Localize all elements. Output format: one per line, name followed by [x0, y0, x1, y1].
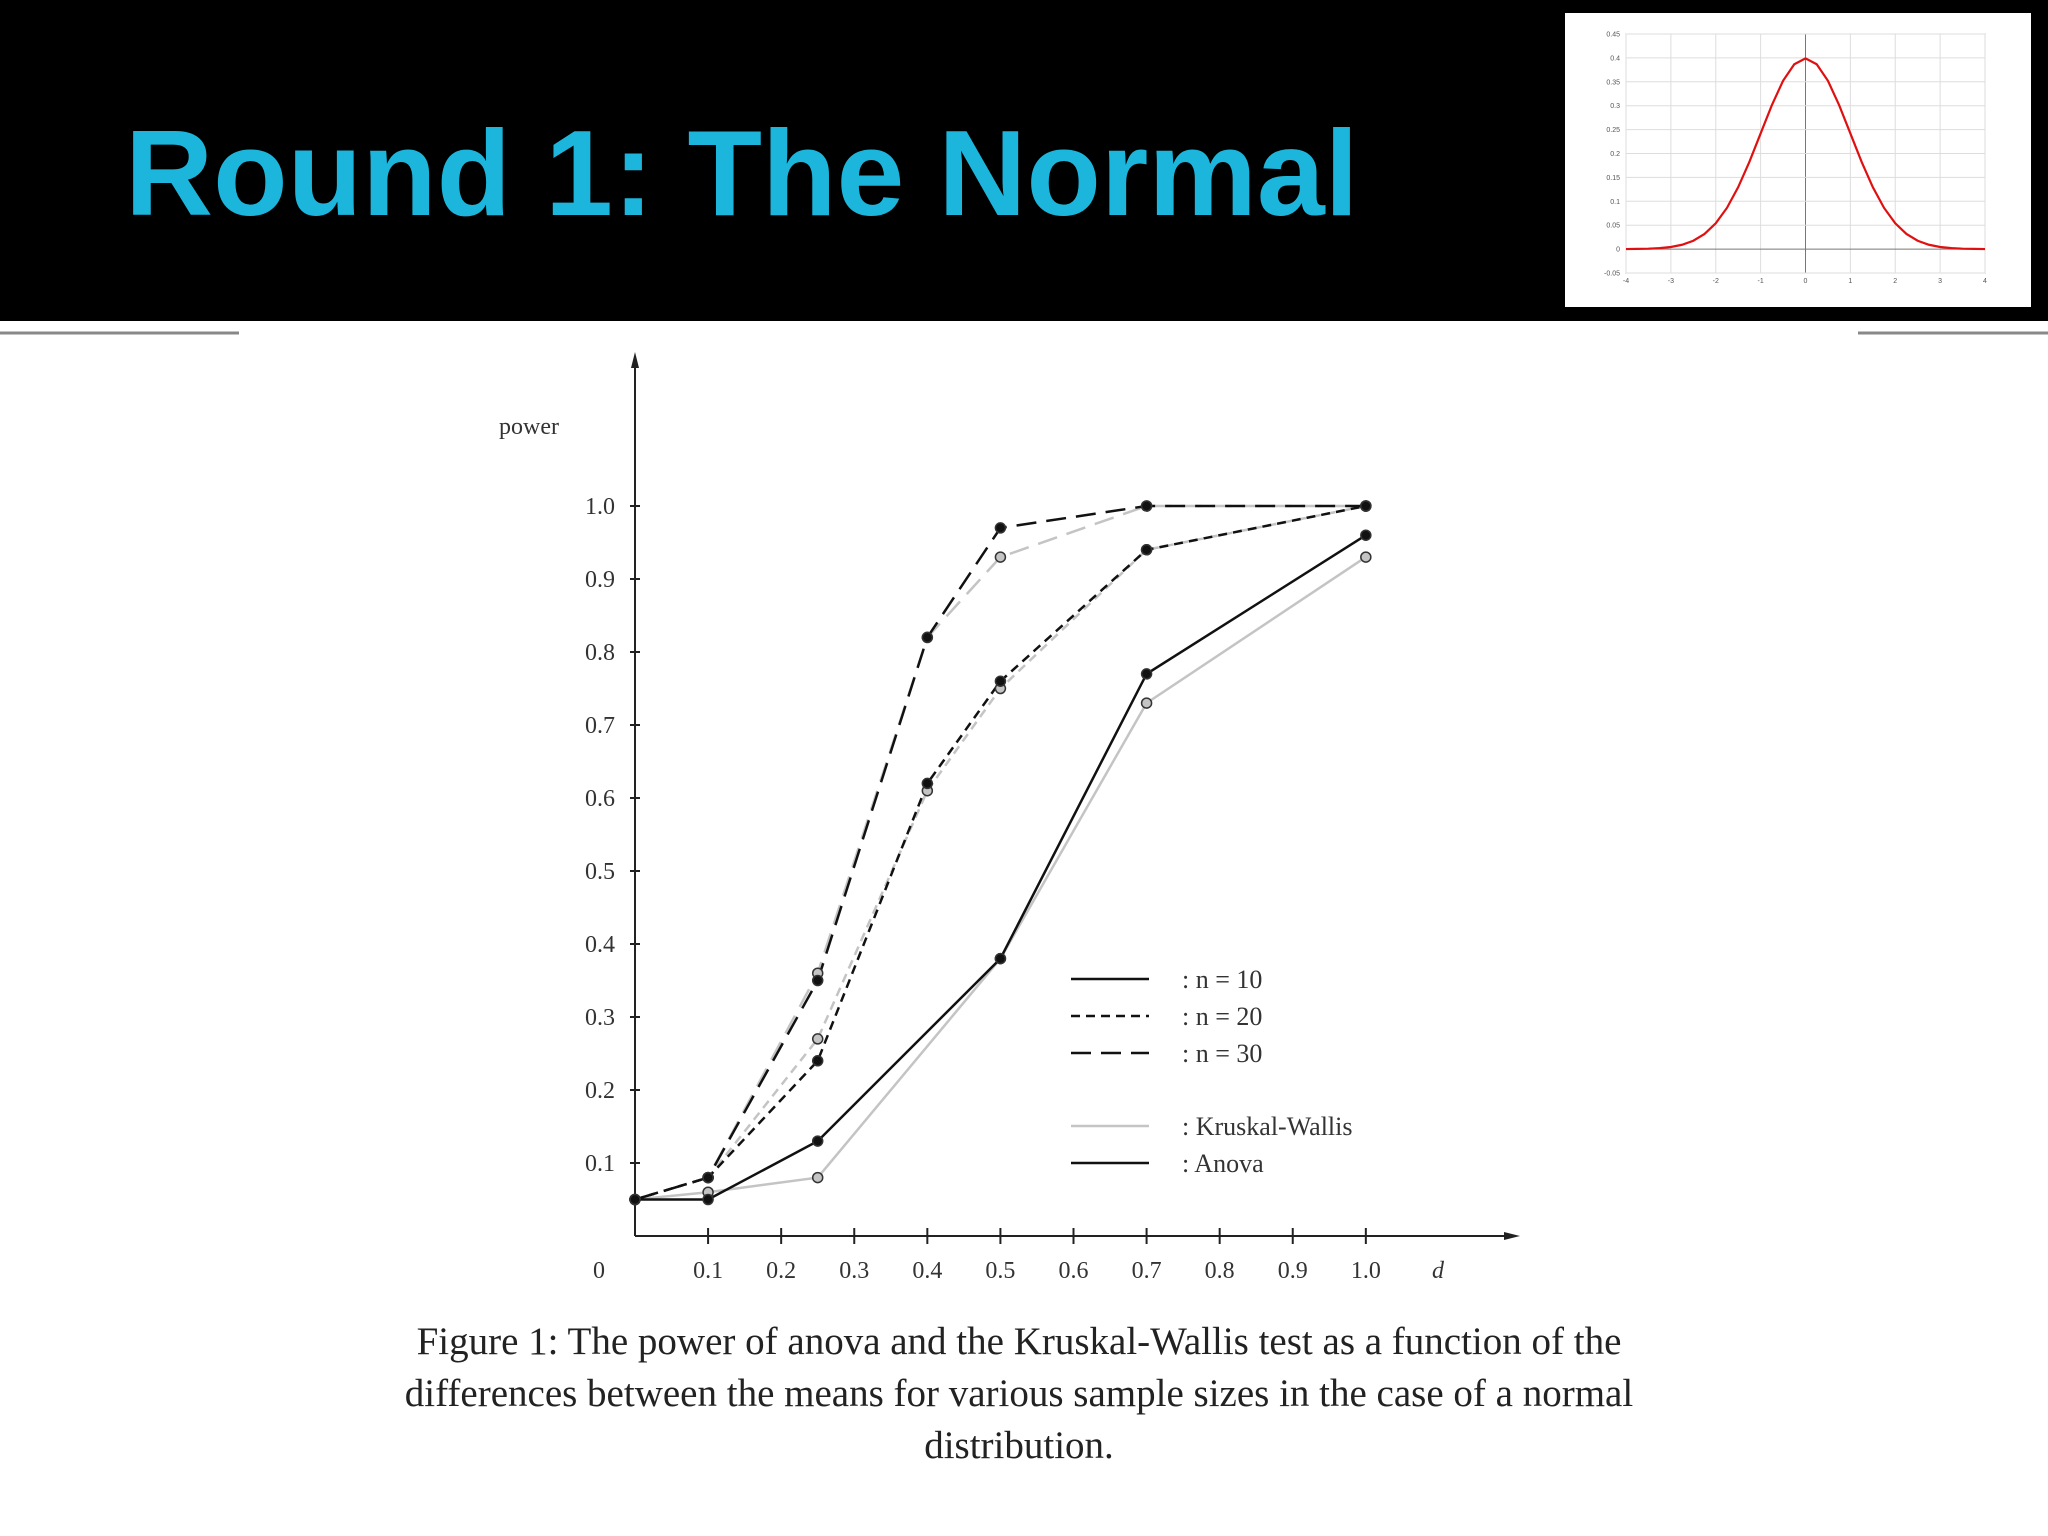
figure-caption: distribution.: [924, 1424, 1114, 1467]
y-tick-label: 0.8: [585, 640, 615, 666]
y-tick-label: 0.25: [1606, 127, 1620, 134]
y-tick-label: 0.45: [1606, 32, 1620, 39]
data-point: [1360, 529, 1372, 541]
data-point: [1360, 500, 1372, 512]
data-point: [629, 1193, 641, 1206]
x-tick-label: 0.9: [1278, 1258, 1308, 1284]
figure-caption: differences between the means for variou…: [405, 1372, 1634, 1415]
x-tick-label: 0.1: [693, 1258, 723, 1284]
legend-label: : n = 10: [1182, 965, 1262, 994]
inset-frame: [1565, 13, 2031, 307]
x-tick-label: 0.3: [839, 1258, 869, 1284]
y-tick-label: 0.4: [585, 932, 615, 958]
y-tick-label: 1.0: [585, 494, 615, 520]
x-tick-label: -2: [1713, 278, 1719, 285]
y-tick-label: 0.4: [1610, 55, 1620, 62]
x-axis-label: d: [1432, 1258, 1445, 1284]
series-line: [634, 556, 1367, 1201]
figure-caption: Figure 1: The power of anova and the Kru…: [417, 1320, 1622, 1363]
y-tick-label: 0.1: [1610, 199, 1620, 206]
legend-label: : n = 20: [1182, 1002, 1262, 1031]
density-curve: [1625, 57, 1986, 251]
x-tick-label: 0.5: [985, 1258, 1015, 1284]
data-point: [702, 1193, 714, 1206]
legend-label: : Anova: [1182, 1149, 1264, 1178]
series-line: [634, 504, 1366, 1201]
x-tick-label: 0.6: [1059, 1258, 1089, 1284]
y-axis-label: power: [499, 414, 559, 440]
y-tick-label: 0.2: [1610, 151, 1620, 158]
x-tick-label: 4: [1983, 278, 1987, 285]
x-tick-label: 0.4: [912, 1258, 942, 1284]
x-tick-label: -1: [1758, 278, 1764, 285]
data-point: [1140, 697, 1153, 709]
data-point: [811, 1171, 824, 1184]
y-tick-label: 0.3: [585, 1005, 615, 1031]
series-line: [634, 504, 1366, 1201]
data-point: [994, 952, 1007, 965]
data-point: [921, 631, 934, 644]
data-point: [1140, 500, 1153, 512]
x-tick-label: -3: [1668, 278, 1674, 285]
data-point: [702, 1171, 714, 1184]
x-tick-label: 1: [1848, 278, 1852, 285]
data-point: [994, 675, 1007, 687]
data-point: [1140, 668, 1153, 680]
y-tick-label: 0.15: [1606, 175, 1620, 182]
data-point: [994, 522, 1007, 534]
legend-label: : Kruskal-Wallis: [1182, 1112, 1353, 1141]
x-tick-label: 1.0: [1351, 1258, 1381, 1284]
data-point: [811, 1055, 824, 1067]
data-point: [811, 1135, 824, 1147]
legend-label: : n = 30: [1182, 1039, 1262, 1068]
series-line: [635, 534, 1367, 1201]
y-axis-arrow: [631, 352, 639, 368]
data-point: [1360, 551, 1372, 563]
x-tick-label: 0.7: [1132, 1258, 1162, 1284]
x-tick-label: 0.2: [766, 1258, 796, 1284]
y-tick-label: 0.6: [585, 786, 615, 812]
data-point: [994, 551, 1007, 563]
x-tick-label: 0.8: [1205, 1258, 1235, 1284]
x-tick-label: 2: [1893, 278, 1897, 285]
y-tick-label: 0.05: [1606, 223, 1620, 230]
y-tick-label: 0.35: [1606, 79, 1620, 86]
slide-title: Round 1: The Normal: [125, 105, 1359, 241]
x-tick-label: -4: [1623, 278, 1629, 285]
data-point: [811, 974, 824, 987]
y-tick-label: 0.7: [585, 713, 615, 739]
y-tick-label: 0: [1616, 247, 1620, 254]
y-tick-label: 0.3: [1610, 103, 1620, 110]
series-line: [634, 504, 1367, 1201]
x-axis-arrow: [1504, 1232, 1520, 1240]
series-line: [634, 504, 1367, 1201]
y-tick-label: 0.5: [585, 859, 615, 885]
y-tick-label: 0.9: [585, 567, 615, 593]
x-tick-label: 0: [593, 1258, 605, 1284]
x-tick-label: 3: [1938, 278, 1942, 285]
y-tick-label: 0.2: [585, 1078, 615, 1104]
x-tick-label: 0: [1804, 278, 1808, 285]
data-point: [1140, 544, 1153, 556]
y-tick-label: -0.05: [1604, 271, 1620, 278]
data-point: [921, 777, 934, 790]
data-point: [811, 1033, 824, 1045]
y-tick-label: 0.1: [585, 1151, 615, 1177]
